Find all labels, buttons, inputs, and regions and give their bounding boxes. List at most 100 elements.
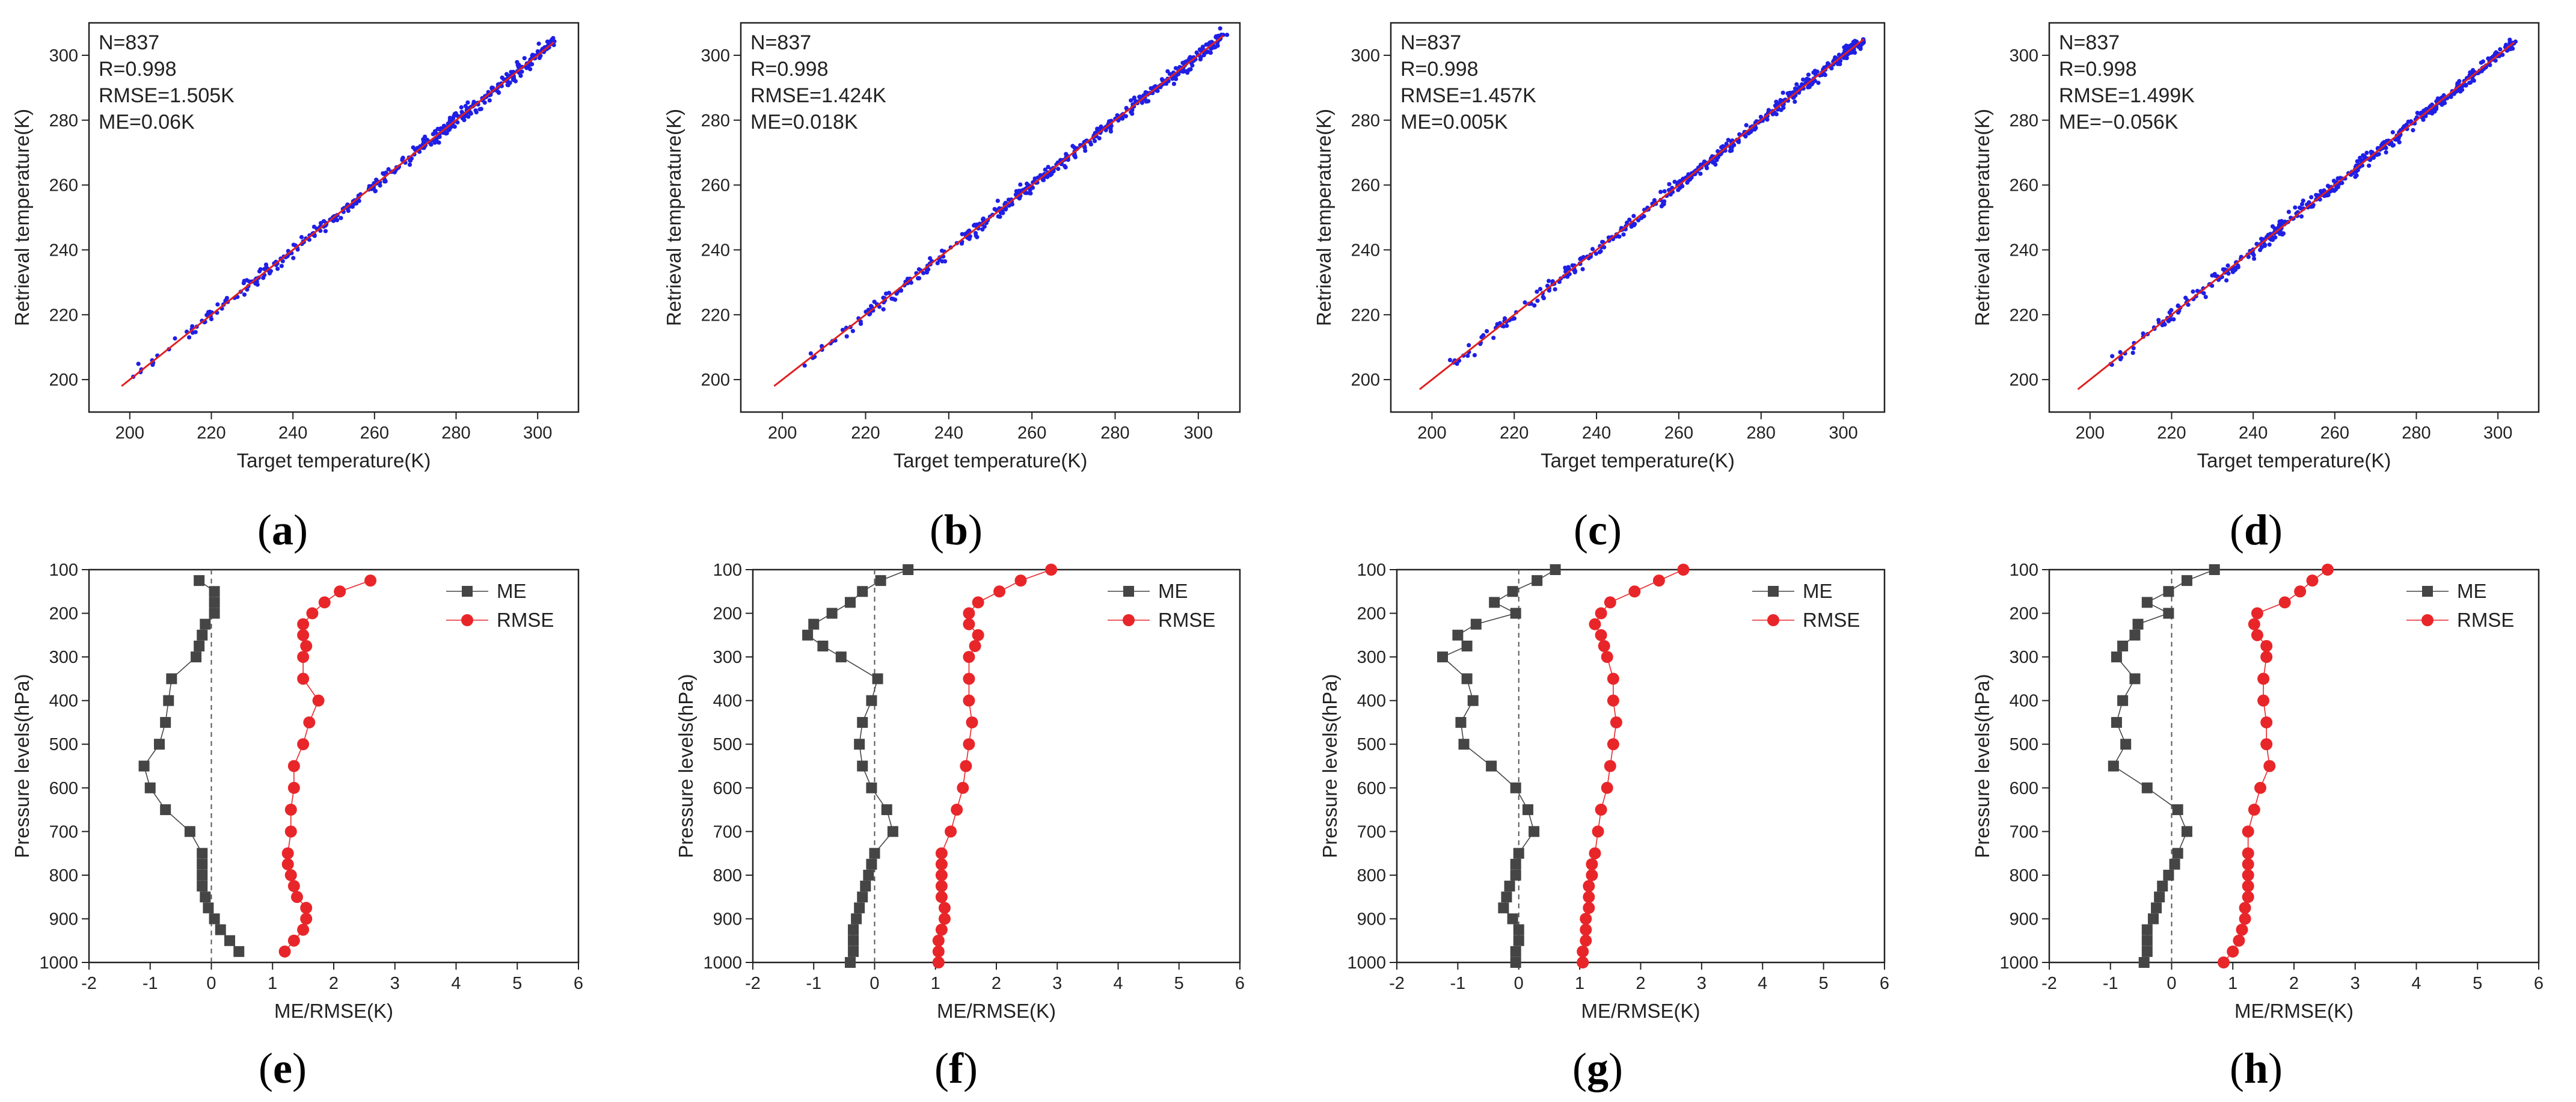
me-marker <box>826 608 838 619</box>
x-tick-label: 5 <box>512 974 522 993</box>
x-axis-title: ME/RMSE(K) <box>274 1000 393 1022</box>
me-marker <box>1489 597 1500 608</box>
rmse-marker <box>938 902 951 914</box>
rmse-marker <box>966 716 978 728</box>
scatter-point <box>1590 247 1595 251</box>
scatter-point <box>462 117 467 123</box>
scatter-point <box>1627 217 1632 222</box>
x-tick-label: 1 <box>2228 974 2237 993</box>
y-tick-label: 400 <box>49 692 78 711</box>
x-tick-label: 1 <box>268 974 277 993</box>
scatter-point <box>2131 346 2136 351</box>
y-tick-label: 400 <box>713 692 742 711</box>
me-marker <box>848 946 859 957</box>
me-marker <box>1510 869 1521 881</box>
rmse-marker <box>284 825 297 838</box>
rmse-marker <box>300 913 313 925</box>
rmse-marker <box>2306 574 2319 587</box>
me-marker <box>2147 913 2159 925</box>
scatter-point <box>868 304 874 309</box>
x-tick-label: 220 <box>2157 423 2186 443</box>
me-marker <box>2172 848 2183 859</box>
y-tick-label: 300 <box>701 46 730 66</box>
x-tick-label: 300 <box>1184 423 1213 443</box>
rmse-marker <box>932 945 945 958</box>
rmse-marker <box>2217 956 2230 968</box>
panel-label-paren: ) <box>2268 1044 2283 1092</box>
rmse-marker <box>963 673 975 685</box>
rmse-marker <box>297 629 310 641</box>
scatter-point <box>2130 350 2135 356</box>
scatter-point <box>1523 300 1527 305</box>
scatter-point <box>2411 128 2415 133</box>
me-marker <box>1510 782 1521 793</box>
scatter-point <box>2301 199 2305 203</box>
scatter-point <box>1593 251 1598 256</box>
rmse-marker <box>2294 585 2307 598</box>
y-axis-title: Retrieval temperature(K) <box>11 109 33 326</box>
me-marker <box>1504 881 1515 892</box>
panel-label-paren: ) <box>2268 506 2283 554</box>
scatter-point <box>2353 174 2358 179</box>
x-axis-title: Target temperature(K) <box>2197 449 2391 472</box>
me-marker <box>802 629 814 641</box>
y-tick-label: 220 <box>49 306 78 325</box>
scatter-point <box>479 106 483 111</box>
panel-label-paren: ( <box>1574 506 1588 554</box>
scatter-point <box>1566 265 1571 269</box>
scatter-point <box>1736 140 1741 144</box>
scatter-point <box>1598 248 1603 254</box>
scatter-point <box>312 233 317 238</box>
scatter-point <box>425 137 429 143</box>
stats-line: RMSE=1.457K <box>1400 84 1536 107</box>
x-tick-label: 1 <box>1575 974 1584 993</box>
panel-label-letter: c <box>1588 506 1607 554</box>
panel-d: 200 220 240 260 280 300 200 220 240 260 280 300 Targ… <box>1971 22 2540 554</box>
rmse-marker <box>284 869 297 881</box>
scatter-point <box>453 111 458 115</box>
rmse-marker <box>2257 694 2270 707</box>
scatter-point <box>1030 185 1035 190</box>
scatter-point <box>1853 40 1859 45</box>
rmse-marker <box>2239 902 2251 914</box>
rmse-marker <box>281 847 294 860</box>
y-tick-label: 280 <box>1351 111 1380 131</box>
panel-label-letter: d <box>2244 506 2268 554</box>
scatter-point <box>1859 42 1864 47</box>
panel-h: -2 -1 0 1 2 3 4 5 6 100 200 300 400 500 600 700 800 900 10… <box>1971 561 2544 1092</box>
stats-line: N=837 <box>1400 31 1461 54</box>
rmse-marker <box>969 639 981 652</box>
scatter-point <box>2307 200 2311 205</box>
me-marker <box>2120 739 2132 750</box>
rmse-marker <box>1628 585 1641 598</box>
legend-rmse-marker <box>1123 614 1135 626</box>
legend-rmse-marker <box>1767 614 1779 626</box>
me-marker <box>1510 957 1521 968</box>
scatter-point <box>1639 215 1644 220</box>
scatter-point <box>2454 89 2459 94</box>
scatter-point <box>1829 66 1834 71</box>
scatter-point <box>2191 289 2195 294</box>
x-tick-label: 220 <box>197 423 225 443</box>
me-marker <box>1522 804 1533 816</box>
scatter-point <box>321 219 327 224</box>
me-marker <box>835 651 847 663</box>
scatter-point <box>1602 245 1607 250</box>
rmse-marker <box>1583 891 1595 903</box>
me-marker <box>1507 586 1518 597</box>
scatter-point <box>1719 145 1724 150</box>
scatter-point <box>2225 263 2230 268</box>
scatter-point <box>1704 165 1710 171</box>
rmse-marker <box>290 891 303 903</box>
x-axis-title: ME/RMSE(K) <box>1581 1000 1700 1022</box>
scatter-point <box>2272 226 2277 231</box>
scatter-point <box>2277 232 2283 236</box>
y-tick-label: 500 <box>713 735 742 754</box>
y-tick-label: 200 <box>2010 605 2038 624</box>
scatter-point <box>1816 81 1821 85</box>
x-tick-label: 4 <box>451 974 461 993</box>
y-tick-label: 800 <box>1357 866 1386 885</box>
scatter-point <box>2236 265 2240 269</box>
scatter-point <box>1806 85 1811 90</box>
x-tick-label: 2 <box>2289 974 2299 993</box>
